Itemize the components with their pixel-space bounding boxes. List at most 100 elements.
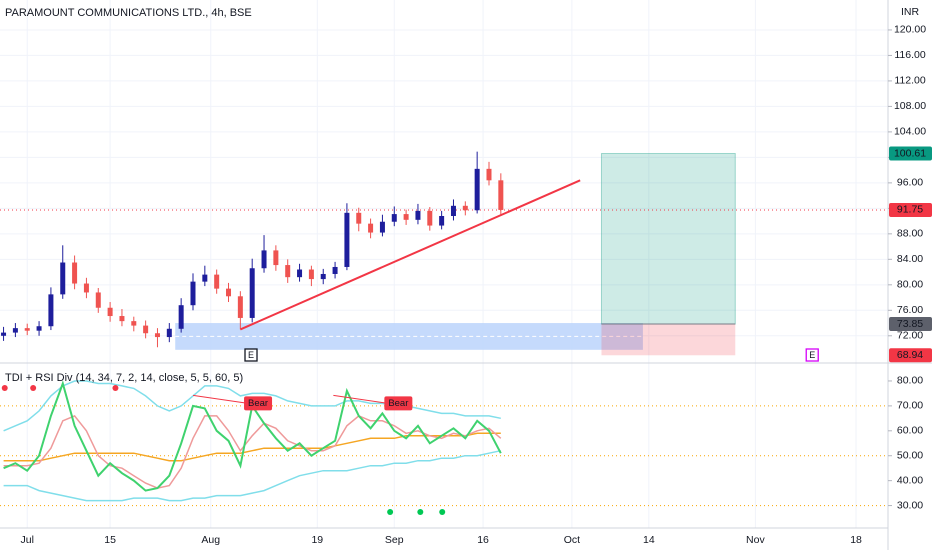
signal-dot bbox=[112, 385, 119, 391]
bear-box bbox=[244, 396, 273, 411]
indicator-line bbox=[3, 449, 501, 502]
candle-body bbox=[368, 223, 374, 233]
price-label: 100.61 bbox=[894, 147, 926, 159]
indicator-line bbox=[3, 432, 501, 462]
candle-body bbox=[439, 216, 445, 226]
y-tick-label: 76.00 bbox=[897, 304, 923, 316]
candle-body bbox=[12, 328, 18, 333]
y-tick-label: 112.00 bbox=[894, 75, 925, 87]
candle-body bbox=[48, 294, 54, 327]
candle-body bbox=[83, 283, 89, 293]
x-tick-label: Jul bbox=[21, 534, 34, 546]
candle-body bbox=[226, 288, 232, 297]
currency: INR bbox=[901, 6, 920, 18]
x-tick-label: 16 bbox=[477, 534, 489, 546]
candle-body bbox=[107, 307, 113, 317]
earnings-marker bbox=[805, 348, 819, 362]
signal-dot bbox=[1, 385, 8, 391]
candle-body bbox=[166, 328, 172, 338]
signal-dot bbox=[417, 509, 424, 515]
candle-body bbox=[214, 274, 220, 289]
bear-label: Bear bbox=[388, 398, 408, 409]
y-tick-label: 50.00 bbox=[897, 450, 923, 462]
candle-body bbox=[72, 262, 78, 284]
price-label-box bbox=[889, 348, 932, 363]
candle-body bbox=[24, 328, 30, 331]
y-tick-label: 96.00 bbox=[897, 177, 923, 189]
trend-line bbox=[239, 179, 581, 331]
price-label-box bbox=[889, 202, 932, 217]
candle-body bbox=[95, 292, 101, 308]
candle-body bbox=[356, 212, 362, 224]
candle-body bbox=[379, 221, 385, 233]
candle-body bbox=[415, 210, 421, 220]
price-label: 73.85 bbox=[897, 318, 923, 330]
candle-body bbox=[297, 269, 303, 278]
x-tick-label: 14 bbox=[643, 534, 655, 546]
y-tick-label: 40.00 bbox=[897, 474, 923, 486]
candle-body bbox=[249, 268, 255, 318]
candle-body bbox=[332, 266, 338, 274]
target-area bbox=[600, 152, 736, 325]
signal-dot bbox=[387, 509, 394, 515]
indicator-line bbox=[3, 414, 502, 489]
x-tick-label: 19 bbox=[311, 534, 323, 546]
candle-body bbox=[344, 212, 350, 267]
y-tick-label: 72.00 bbox=[897, 330, 923, 342]
candle-body bbox=[498, 180, 504, 210]
signal-dot bbox=[439, 509, 446, 515]
candle-body bbox=[462, 205, 468, 211]
candle-body bbox=[273, 250, 279, 266]
indicator-title: TDI + RSI Div (14, 34, 7, 2, 14, close, … bbox=[5, 372, 243, 384]
x-tick-label: 15 bbox=[104, 534, 116, 546]
earnings-label: E bbox=[248, 350, 254, 360]
price-label-box bbox=[889, 146, 932, 161]
candle-body bbox=[391, 214, 397, 222]
candle-body bbox=[143, 325, 149, 334]
divergence-line bbox=[333, 394, 389, 404]
candle-body bbox=[1, 332, 7, 336]
candle-body bbox=[190, 281, 196, 306]
chart-title: PARAMOUNT COMMUNICATIONS LTD., 4h, BSE bbox=[5, 7, 252, 19]
x-tick-label: 18 bbox=[850, 534, 862, 546]
indicator-line bbox=[3, 380, 501, 432]
candle-body bbox=[202, 274, 208, 282]
bear-box bbox=[384, 396, 413, 411]
y-tick-label: 88.00 bbox=[897, 228, 923, 240]
x-tick-label: Nov bbox=[746, 534, 765, 546]
y-tick-label: 30.00 bbox=[897, 499, 923, 511]
candle-body bbox=[308, 269, 314, 280]
candle-body bbox=[261, 250, 267, 269]
x-tick-label: Oct bbox=[564, 534, 580, 546]
price-label: 68.94 bbox=[897, 349, 923, 361]
y-tick-label: 80.00 bbox=[897, 279, 923, 291]
bear-label: Bear bbox=[248, 398, 268, 409]
candle-body bbox=[427, 210, 433, 226]
candle-body bbox=[36, 326, 42, 331]
candle-body bbox=[486, 168, 492, 181]
candle-body bbox=[474, 168, 480, 211]
candle-body bbox=[285, 265, 291, 278]
candle-body bbox=[237, 296, 243, 318]
y-tick-label: 70.00 bbox=[897, 400, 923, 412]
earnings-label: E bbox=[809, 350, 815, 360]
price-label-box bbox=[889, 317, 932, 331]
x-tick-label: Sep bbox=[385, 534, 404, 546]
y-tick-label: 60.00 bbox=[897, 425, 923, 437]
candle-body bbox=[60, 262, 66, 295]
earnings-marker bbox=[244, 348, 258, 362]
x-tick-label: Aug bbox=[201, 534, 220, 546]
candle-body bbox=[154, 333, 160, 338]
candle-body bbox=[131, 321, 137, 326]
price-label: 91.75 bbox=[897, 204, 923, 216]
stop-area bbox=[601, 324, 736, 356]
y-tick-label: 120.00 bbox=[894, 24, 926, 36]
y-tick-label: 108.00 bbox=[894, 100, 926, 112]
candle-body bbox=[320, 273, 326, 280]
y-tick-label: 80.00 bbox=[897, 375, 923, 387]
candle-body bbox=[450, 205, 456, 216]
signal-dot bbox=[30, 385, 37, 391]
y-tick-label: 84.00 bbox=[897, 253, 923, 265]
